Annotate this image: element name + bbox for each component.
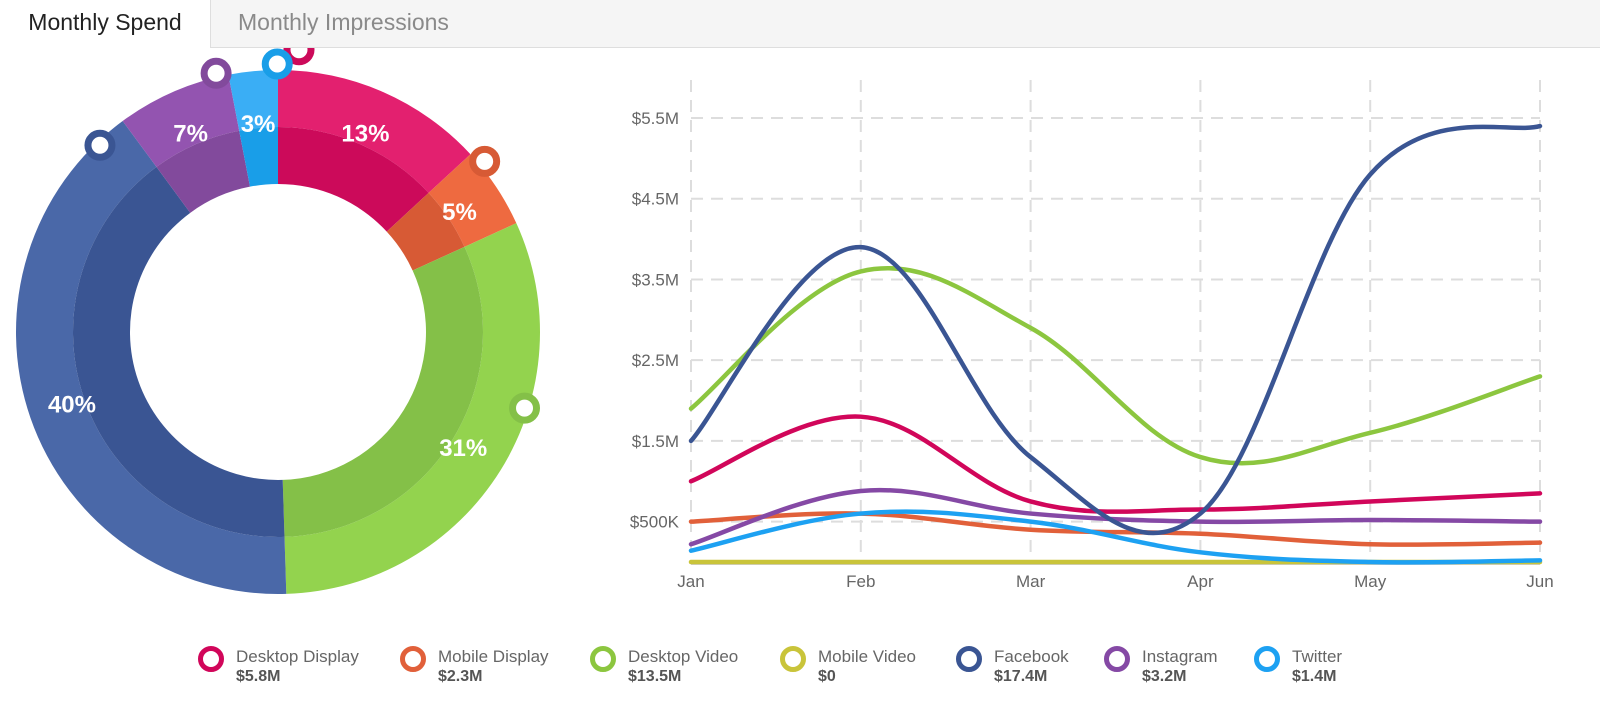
donut-label-twitter: 3% xyxy=(241,111,276,138)
series-line-mobile-display[interactable] xyxy=(688,511,1543,547)
donut-slice-inner-desktop-video xyxy=(282,246,483,537)
donut-slice-desktop-video[interactable] xyxy=(284,223,541,594)
legend-desktop-video-label: Desktop Video xyxy=(628,647,739,666)
donut-slice-facebook[interactable] xyxy=(15,121,287,595)
series-line-instagram[interactable] xyxy=(688,487,1543,547)
legend-desktop-display-label: Desktop Display xyxy=(236,647,359,666)
legend-mobile-display-value: $2.3M xyxy=(438,668,483,685)
legend-twitter-marker xyxy=(1254,646,1280,672)
legend-mobile-video-label: Mobile Video xyxy=(818,647,916,666)
series-line-facebook[interactable] xyxy=(688,123,1543,536)
x-tick-jan: Jan xyxy=(677,572,704,591)
legend-mobile-display-label: Mobile Display xyxy=(438,647,549,666)
donut-slice-inner-mobile-display xyxy=(386,192,465,271)
legend-desktop-display-value: $5.8M xyxy=(236,668,281,685)
y-tick-label-5: $5.5M xyxy=(632,109,679,128)
x-tick-apr: Apr xyxy=(1187,572,1214,591)
donut-marker-instagram[interactable] xyxy=(200,57,232,89)
donut-slice-inner-desktop-display xyxy=(278,127,429,232)
donut-marker-twitter[interactable] xyxy=(261,48,293,80)
donut-marker-desktop-video[interactable] xyxy=(509,392,541,424)
legend-facebook-label: Facebook xyxy=(994,647,1069,666)
donut-marker-facebook[interactable] xyxy=(84,129,116,161)
series-line-desktop-video[interactable] xyxy=(688,265,1543,466)
donut-label-facebook: 40% xyxy=(48,391,96,418)
x-tick-feb: Feb xyxy=(846,572,875,591)
donut-label-desktop-video: 31% xyxy=(439,435,487,462)
legend-desktop-video-value: $13.5M xyxy=(628,668,682,685)
legend-twitter-value: $1.4M xyxy=(1292,668,1337,685)
legend-facebook-value: $17.4M xyxy=(994,668,1048,685)
donut-slice-twitter[interactable] xyxy=(228,70,278,131)
donut-label-desktop-display: 13% xyxy=(341,120,389,147)
donut-label-mobile-display: 5% xyxy=(442,199,477,226)
series-line-desktop-display[interactable] xyxy=(688,414,1543,515)
y-tick-label-4: $4.5M xyxy=(632,190,679,209)
y-tick-label-2: $2.5M xyxy=(632,351,679,370)
y-tick-label-0: $500K xyxy=(630,513,680,532)
x-tick-jun: Jun xyxy=(1526,572,1553,591)
legend-mobile-video-marker xyxy=(780,646,806,672)
tab-bar: Monthly Spend Monthly Impressions xyxy=(0,0,1600,48)
series-line-twitter[interactable] xyxy=(688,509,1543,565)
donut-slice-desktop-display[interactable] xyxy=(278,70,471,193)
tab-monthly-spend[interactable]: Monthly Spend xyxy=(0,0,211,48)
donut-slice-mobile-display[interactable] xyxy=(428,154,517,247)
donut-marker-desktop-display[interactable] xyxy=(283,48,315,66)
legend-twitter-label: Twitter xyxy=(1292,647,1343,666)
y-tick-label-1: $1.5M xyxy=(632,432,679,451)
donut-label-instagram: 7% xyxy=(173,120,208,147)
legend-instagram-value: $3.2M xyxy=(1142,668,1187,685)
legend-desktop-video-marker xyxy=(590,646,616,672)
legend-facebook-marker xyxy=(956,646,982,672)
donut-slice-instagram[interactable] xyxy=(122,74,240,167)
x-tick-may: May xyxy=(1354,572,1387,591)
x-tick-mar: Mar xyxy=(1016,572,1046,591)
donut-slice-inner-facebook xyxy=(72,166,285,537)
tab-monthly-impressions[interactable]: Monthly Impressions xyxy=(238,9,449,35)
donut-slice-inner-instagram xyxy=(156,130,250,213)
spend-donut-chart: 13% 5% 31% 40% 7% 3% xyxy=(15,48,541,595)
legend-mobile-display-marker xyxy=(400,646,426,672)
y-tick-label-3: $3.5M xyxy=(632,270,679,289)
legend-mobile-video-value: $0 xyxy=(818,668,836,685)
legend-instagram-label: Instagram xyxy=(1142,647,1218,666)
legend-instagram-marker xyxy=(1104,646,1130,672)
donut-marker-mobile-display[interactable] xyxy=(469,145,501,177)
legend-desktop-display-marker xyxy=(198,646,224,672)
donut-slice-inner-twitter xyxy=(239,127,278,187)
spend-line-chart: Jan Feb Mar Apr May Jun $500K $1.5M $2.5M $3.5M $4… xyxy=(630,80,1554,591)
